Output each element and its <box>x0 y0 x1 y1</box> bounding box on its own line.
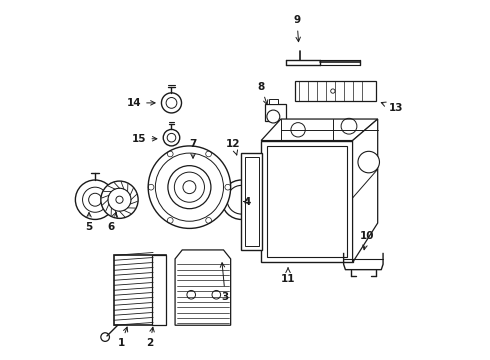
Bar <box>242 153 262 250</box>
Bar <box>270 99 278 104</box>
Text: 7: 7 <box>189 139 196 158</box>
Text: 13: 13 <box>381 102 403 113</box>
Circle shape <box>168 166 211 209</box>
Circle shape <box>101 181 138 219</box>
Circle shape <box>89 193 101 206</box>
Text: 2: 2 <box>147 327 154 348</box>
Circle shape <box>161 93 181 113</box>
Circle shape <box>108 188 131 211</box>
Circle shape <box>267 110 280 123</box>
Text: 8: 8 <box>258 82 268 105</box>
Text: 9: 9 <box>294 15 300 42</box>
Bar <box>151 255 166 325</box>
Bar <box>245 157 259 246</box>
Polygon shape <box>353 119 378 262</box>
Circle shape <box>163 130 180 146</box>
Text: 12: 12 <box>226 139 241 155</box>
Polygon shape <box>175 250 231 325</box>
Text: 1: 1 <box>118 327 128 348</box>
Polygon shape <box>261 119 378 140</box>
Text: 5: 5 <box>85 212 93 231</box>
Text: 3: 3 <box>220 263 229 302</box>
Circle shape <box>148 146 231 228</box>
Text: 6: 6 <box>107 212 117 231</box>
Bar <box>267 146 347 257</box>
Text: 4: 4 <box>243 197 250 207</box>
Bar <box>261 140 353 262</box>
Text: 15: 15 <box>132 134 157 144</box>
Circle shape <box>358 151 379 173</box>
Bar <box>114 255 166 325</box>
Bar <box>265 104 286 121</box>
Text: 14: 14 <box>126 98 155 108</box>
Circle shape <box>221 180 261 220</box>
Text: 10: 10 <box>360 231 374 250</box>
Text: 11: 11 <box>281 268 295 284</box>
Bar <box>295 81 376 101</box>
Circle shape <box>75 180 115 220</box>
